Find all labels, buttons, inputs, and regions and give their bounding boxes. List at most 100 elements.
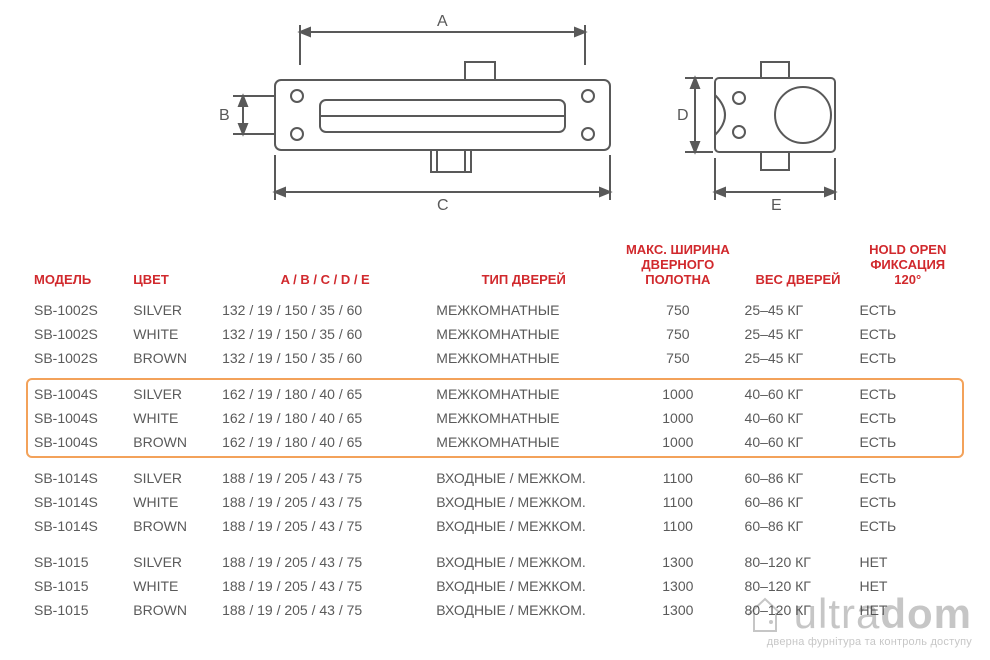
cell-weight: 40–60 КГ [741, 430, 856, 454]
cell-color: WHITE [129, 490, 218, 514]
table-row: SB-1015WHITE188 / 19 / 205 / 43 / 75ВХОД… [30, 574, 960, 598]
cell-width: 1100 [615, 514, 740, 538]
cell-dims: 188 / 19 / 205 / 43 / 75 [218, 574, 432, 598]
cell-width: 1100 [615, 490, 740, 514]
cell-type: МЕЖКОМНАТНЫЕ [432, 382, 615, 406]
cell-type: МЕЖКОМНАТНЫЕ [432, 430, 615, 454]
cell-model: SB-1002S [30, 298, 129, 322]
table-row: SB-1014SBROWN188 / 19 / 205 / 43 / 75ВХО… [30, 514, 960, 538]
table-row: SB-1004SWHITE162 / 19 / 180 / 40 / 65МЕЖ… [30, 406, 960, 430]
dim-label-c: C [437, 197, 449, 214]
cell-hold: НЕТ [855, 550, 960, 574]
table-row: SB-1014SWHITE188 / 19 / 205 / 43 / 75ВХО… [30, 490, 960, 514]
cell-weight: 40–60 КГ [741, 406, 856, 430]
table-body: SB-1002SSILVER132 / 19 / 150 / 35 / 60МЕ… [30, 298, 960, 622]
cell-width: 750 [615, 346, 740, 370]
cell-type: МЕЖКОМНАТНЫЕ [432, 298, 615, 322]
cell-color: WHITE [129, 574, 218, 598]
cell-type: ВХОДНЫЕ / МЕЖКОМ. [432, 598, 615, 622]
table-row: SB-1014SSILVER188 / 19 / 205 / 43 / 75ВХ… [30, 466, 960, 490]
table-header-row: МОДЕЛЬ ЦВЕТ A / B / C / D / E ТИП ДВЕРЕЙ… [30, 235, 960, 298]
cell-hold: ЕСТЬ [855, 322, 960, 346]
cell-color: BROWN [129, 430, 218, 454]
cell-weight: 25–45 КГ [741, 298, 856, 322]
cell-model: SB-1002S [30, 322, 129, 346]
th-model: МОДЕЛЬ [30, 235, 129, 298]
technical-drawing: A B [115, 0, 875, 230]
table-row: SB-1002SWHITE132 / 19 / 150 / 35 / 60МЕЖ… [30, 322, 960, 346]
cell-type: ВХОДНЫЕ / МЕЖКОМ. [432, 490, 615, 514]
cell-dims: 162 / 19 / 180 / 40 / 65 [218, 430, 432, 454]
th-hold-open: HOLD OPEN ФИКСАЦИЯ 120° [855, 235, 960, 298]
cell-weight: 60–86 КГ [741, 490, 856, 514]
dim-label-b: B [219, 107, 230, 124]
table-row: SB-1004SBROWN162 / 19 / 180 / 40 / 65МЕЖ… [30, 430, 960, 454]
cell-model: SB-1002S [30, 346, 129, 370]
cell-dims: 188 / 19 / 205 / 43 / 75 [218, 514, 432, 538]
cell-hold: ЕСТЬ [855, 298, 960, 322]
cell-type: ВХОДНЫЕ / МЕЖКОМ. [432, 550, 615, 574]
cell-model: SB-1004S [30, 430, 129, 454]
cell-hold: ЕСТЬ [855, 466, 960, 490]
table-row: SB-1002SSILVER132 / 19 / 150 / 35 / 60МЕ… [30, 298, 960, 322]
dim-label-a: A [437, 13, 448, 30]
cell-width: 1100 [615, 466, 740, 490]
spec-table: МОДЕЛЬ ЦВЕТ A / B / C / D / E ТИП ДВЕРЕЙ… [30, 235, 960, 622]
cell-hold: ЕСТЬ [855, 490, 960, 514]
cell-width: 750 [615, 322, 740, 346]
cell-hold: ЕСТЬ [855, 346, 960, 370]
cell-hold: ЕСТЬ [855, 382, 960, 406]
cell-type: ВХОДНЫЕ / МЕЖКОМ. [432, 466, 615, 490]
cell-weight: 80–120 КГ [741, 598, 856, 622]
cell-dims: 188 / 19 / 205 / 43 / 75 [218, 598, 432, 622]
cell-width: 1000 [615, 406, 740, 430]
cell-type: МЕЖКОМНАТНЫЕ [432, 322, 615, 346]
cell-type: МЕЖКОМНАТНЫЕ [432, 346, 615, 370]
table-row: SB-1015BROWN188 / 19 / 205 / 43 / 75ВХОД… [30, 598, 960, 622]
cell-dims: 188 / 19 / 205 / 43 / 75 [218, 550, 432, 574]
table-row: SB-1002SBROWN132 / 19 / 150 / 35 / 60МЕЖ… [30, 346, 960, 370]
cell-model: SB-1014S [30, 466, 129, 490]
cell-model: SB-1015 [30, 574, 129, 598]
cell-width: 1300 [615, 550, 740, 574]
cell-model: SB-1004S [30, 382, 129, 406]
cell-dims: 188 / 19 / 205 / 43 / 75 [218, 490, 432, 514]
th-color: ЦВЕТ [129, 235, 218, 298]
cell-color: SILVER [129, 466, 218, 490]
brand-sub: дверна фурнітура та контроль доступу [742, 636, 972, 648]
cell-width: 750 [615, 298, 740, 322]
cell-hold: ЕСТЬ [855, 406, 960, 430]
cell-color: WHITE [129, 322, 218, 346]
cell-dims: 162 / 19 / 180 / 40 / 65 [218, 382, 432, 406]
cell-width: 1300 [615, 598, 740, 622]
cell-model: SB-1015 [30, 550, 129, 574]
cell-type: ВХОДНЫЕ / МЕЖКОМ. [432, 574, 615, 598]
cell-dims: 132 / 19 / 150 / 35 / 60 [218, 346, 432, 370]
cell-model: SB-1004S [30, 406, 129, 430]
cell-width: 1000 [615, 382, 740, 406]
cell-dims: 188 / 19 / 205 / 43 / 75 [218, 466, 432, 490]
cell-weight: 60–86 КГ [741, 514, 856, 538]
cell-width: 1300 [615, 574, 740, 598]
cell-color: BROWN [129, 514, 218, 538]
cell-weight: 25–45 КГ [741, 346, 856, 370]
cell-color: SILVER [129, 382, 218, 406]
th-door-weight: ВЕС ДВЕРЕЙ [741, 235, 856, 298]
cell-dims: 132 / 19 / 150 / 35 / 60 [218, 322, 432, 346]
cell-weight: 80–120 КГ [741, 550, 856, 574]
cell-color: WHITE [129, 406, 218, 430]
th-dims: A / B / C / D / E [218, 235, 432, 298]
cell-color: BROWN [129, 598, 218, 622]
cell-dims: 132 / 19 / 150 / 35 / 60 [218, 298, 432, 322]
group-spacer [30, 370, 960, 382]
dim-label-d: D [677, 107, 689, 124]
table-row: SB-1004SSILVER162 / 19 / 180 / 40 / 65МЕ… [30, 382, 960, 406]
dim-label-e: E [771, 197, 782, 214]
cell-weight: 40–60 КГ [741, 382, 856, 406]
cell-color: SILVER [129, 550, 218, 574]
cell-model: SB-1014S [30, 490, 129, 514]
th-door-type: ТИП ДВЕРЕЙ [432, 235, 615, 298]
cell-model: SB-1014S [30, 514, 129, 538]
cell-hold: НЕТ [855, 598, 960, 622]
cell-color: BROWN [129, 346, 218, 370]
